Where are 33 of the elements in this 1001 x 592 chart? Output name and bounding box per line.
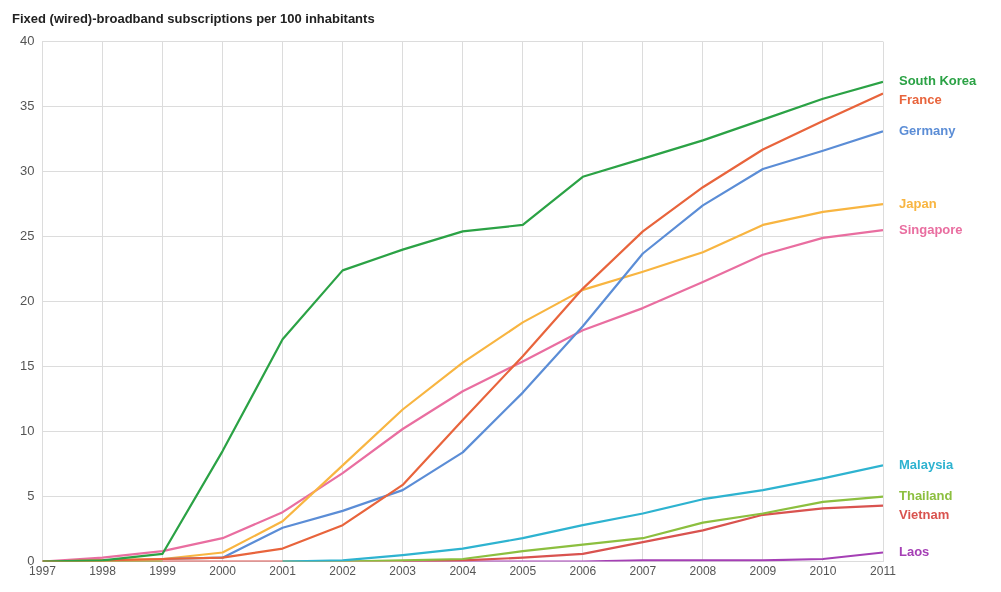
x-tick-label: 2010	[809, 564, 837, 579]
x-tick-label: 2008	[689, 564, 717, 579]
series-label: France	[899, 92, 942, 108]
y-tick-label: 10	[19, 423, 35, 439]
x-tick-label: 2011	[870, 564, 897, 579]
series-label: South Korea	[899, 73, 978, 89]
x-tick-label: 2002	[329, 564, 357, 579]
series-label: Vietnam	[899, 507, 950, 523]
y-tick-label: 20	[19, 293, 35, 309]
x-tick-label: 1998	[89, 564, 117, 579]
x-tick-label: 2006	[569, 564, 597, 579]
series-label: Malaysia	[899, 456, 954, 472]
series-label: Singapore	[899, 221, 963, 237]
y-tick-label: 30	[19, 163, 35, 179]
x-tick-label: 1997	[29, 564, 57, 579]
x-tick-label: 2007	[629, 564, 657, 579]
y-tick-label: 35	[19, 98, 35, 114]
series-label: Germany	[899, 122, 957, 138]
x-tick-label: 2004	[449, 564, 477, 579]
x-tick-label: 2005	[509, 564, 537, 579]
y-tick-label: 40	[19, 33, 35, 49]
chart-title: Fixed (wired)-broadband subscriptions per 100 inhabitants	[12, 11, 375, 27]
x-tick-label: 2003	[389, 564, 417, 579]
series-label: Japan	[899, 195, 937, 211]
series-label: Thailand	[899, 488, 953, 504]
x-tick-label: 1999	[149, 564, 177, 579]
y-tick-label: 15	[19, 358, 35, 374]
y-tick-label: 5	[27, 488, 35, 504]
series-label: Laos	[899, 544, 930, 560]
x-tick-label: 2001	[269, 564, 297, 579]
x-tick-label: 2009	[749, 564, 777, 579]
y-tick-label: 25	[19, 228, 35, 244]
x-tick-label: 2000	[209, 564, 237, 579]
